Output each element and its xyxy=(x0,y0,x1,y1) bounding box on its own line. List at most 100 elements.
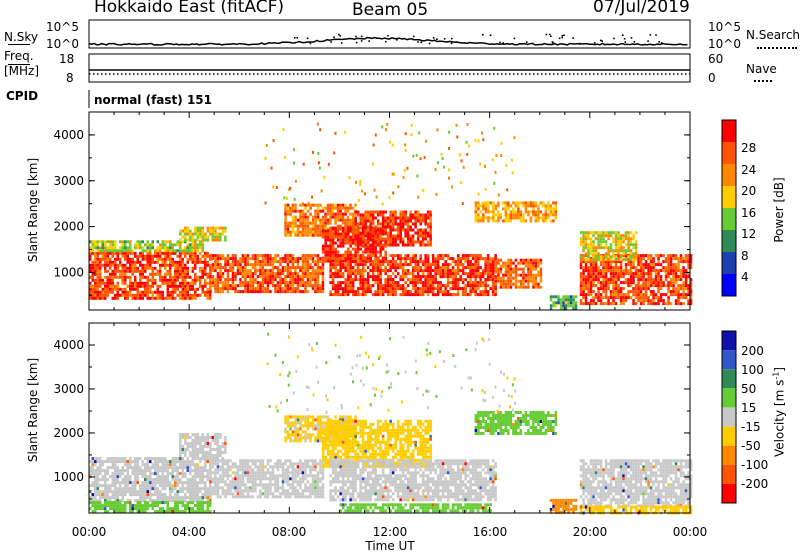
heat-cell xyxy=(334,284,337,288)
heat-cell xyxy=(448,168,451,172)
heat-cell xyxy=(194,510,197,514)
heat-cell xyxy=(264,275,267,279)
heat-cell xyxy=(116,263,119,267)
heat-cell xyxy=(316,206,320,210)
heat-cell xyxy=(632,255,635,259)
heat-cell xyxy=(609,243,613,247)
heat-cell xyxy=(509,282,513,286)
heat-cell xyxy=(189,229,192,233)
heat-cell xyxy=(564,307,568,311)
heat-cell xyxy=(524,210,528,214)
heat-cell xyxy=(426,210,430,214)
heat-cell xyxy=(169,240,172,244)
heat-cell xyxy=(109,243,112,247)
heat-cell xyxy=(582,272,585,276)
heat-cell xyxy=(604,266,608,270)
heat-cell xyxy=(557,298,560,302)
heat-cell xyxy=(229,287,232,291)
heat-cell xyxy=(612,278,615,282)
heat-cell xyxy=(689,302,693,306)
heat-cell xyxy=(534,267,538,271)
heat-cell xyxy=(677,293,680,297)
heat-cell xyxy=(174,278,177,282)
heat-cell xyxy=(181,257,184,261)
heat-cell xyxy=(176,260,179,264)
heat-cell xyxy=(331,278,335,282)
heat-cell xyxy=(637,278,640,282)
heat-cell xyxy=(582,278,585,282)
heat-cell xyxy=(211,226,215,230)
heat-cell xyxy=(194,448,197,451)
heat-cell xyxy=(294,215,297,219)
noise-search-point xyxy=(333,36,335,38)
heat-cell xyxy=(444,293,447,297)
heat-cell xyxy=(511,171,514,175)
heat-cell xyxy=(619,296,623,300)
heat-cell xyxy=(286,266,290,270)
heat-cell xyxy=(664,257,668,261)
heat-cell xyxy=(196,293,199,297)
heat-cell xyxy=(514,213,518,217)
heat-cell xyxy=(406,237,410,241)
heat-cell xyxy=(161,466,164,470)
heat-cell xyxy=(627,257,630,261)
heat-cell xyxy=(289,186,292,190)
heat-cell xyxy=(356,240,360,244)
heat-cell xyxy=(484,266,487,270)
heat-cell xyxy=(284,269,287,273)
heat-cell xyxy=(289,230,292,234)
heat-cell xyxy=(209,278,212,282)
heat-cell xyxy=(171,251,174,255)
heat-cell xyxy=(309,227,312,231)
heat-cell xyxy=(366,216,370,220)
heat-cell xyxy=(431,278,435,282)
heat-cell xyxy=(359,281,362,285)
heat-cell xyxy=(181,510,184,514)
heat-cell xyxy=(409,210,412,214)
heat-cell xyxy=(154,254,157,258)
heat-cell xyxy=(116,466,119,470)
heat-cell xyxy=(154,463,157,467)
heat-cell xyxy=(514,273,518,277)
heat-cell xyxy=(469,269,472,273)
heat-cell xyxy=(293,197,296,201)
heat-cell xyxy=(269,278,272,282)
heat-cell xyxy=(266,275,270,279)
heat-cell xyxy=(393,172,396,176)
heat-cell xyxy=(149,246,152,250)
heat-cell xyxy=(379,275,382,279)
heat-cell xyxy=(279,281,282,285)
heat-cell xyxy=(677,302,680,306)
heat-cell xyxy=(644,254,648,258)
heat-cell xyxy=(169,249,172,253)
heat-cell xyxy=(599,287,603,291)
heat-cell xyxy=(356,266,360,270)
heat-cell xyxy=(126,463,129,467)
heat-cell xyxy=(204,232,207,236)
heat-cell xyxy=(304,203,307,207)
heat-cell xyxy=(454,260,457,264)
heat-cell xyxy=(184,433,187,436)
heat-cell xyxy=(329,247,332,251)
heat-cell xyxy=(519,210,523,214)
heat-cell xyxy=(642,254,645,258)
freq-unit-label: [MHz] xyxy=(4,64,40,78)
heat-cell xyxy=(682,284,685,288)
heat-cell xyxy=(201,487,204,491)
heat-cell xyxy=(293,161,296,165)
heat-cell xyxy=(384,290,387,294)
heat-cell xyxy=(434,287,437,291)
heat-cell xyxy=(461,202,464,205)
heat-cell xyxy=(326,256,330,260)
heat-cell xyxy=(469,278,472,282)
heat-cell xyxy=(164,457,167,461)
heat-cell xyxy=(587,278,590,282)
heat-cell xyxy=(114,463,117,467)
heat-cell xyxy=(249,284,252,288)
heat-cell xyxy=(477,204,480,208)
heat-cell xyxy=(359,260,362,264)
heat-cell xyxy=(364,225,367,229)
heat-cell xyxy=(194,463,197,467)
heat-cell xyxy=(454,278,457,282)
heat-cell xyxy=(411,240,415,244)
